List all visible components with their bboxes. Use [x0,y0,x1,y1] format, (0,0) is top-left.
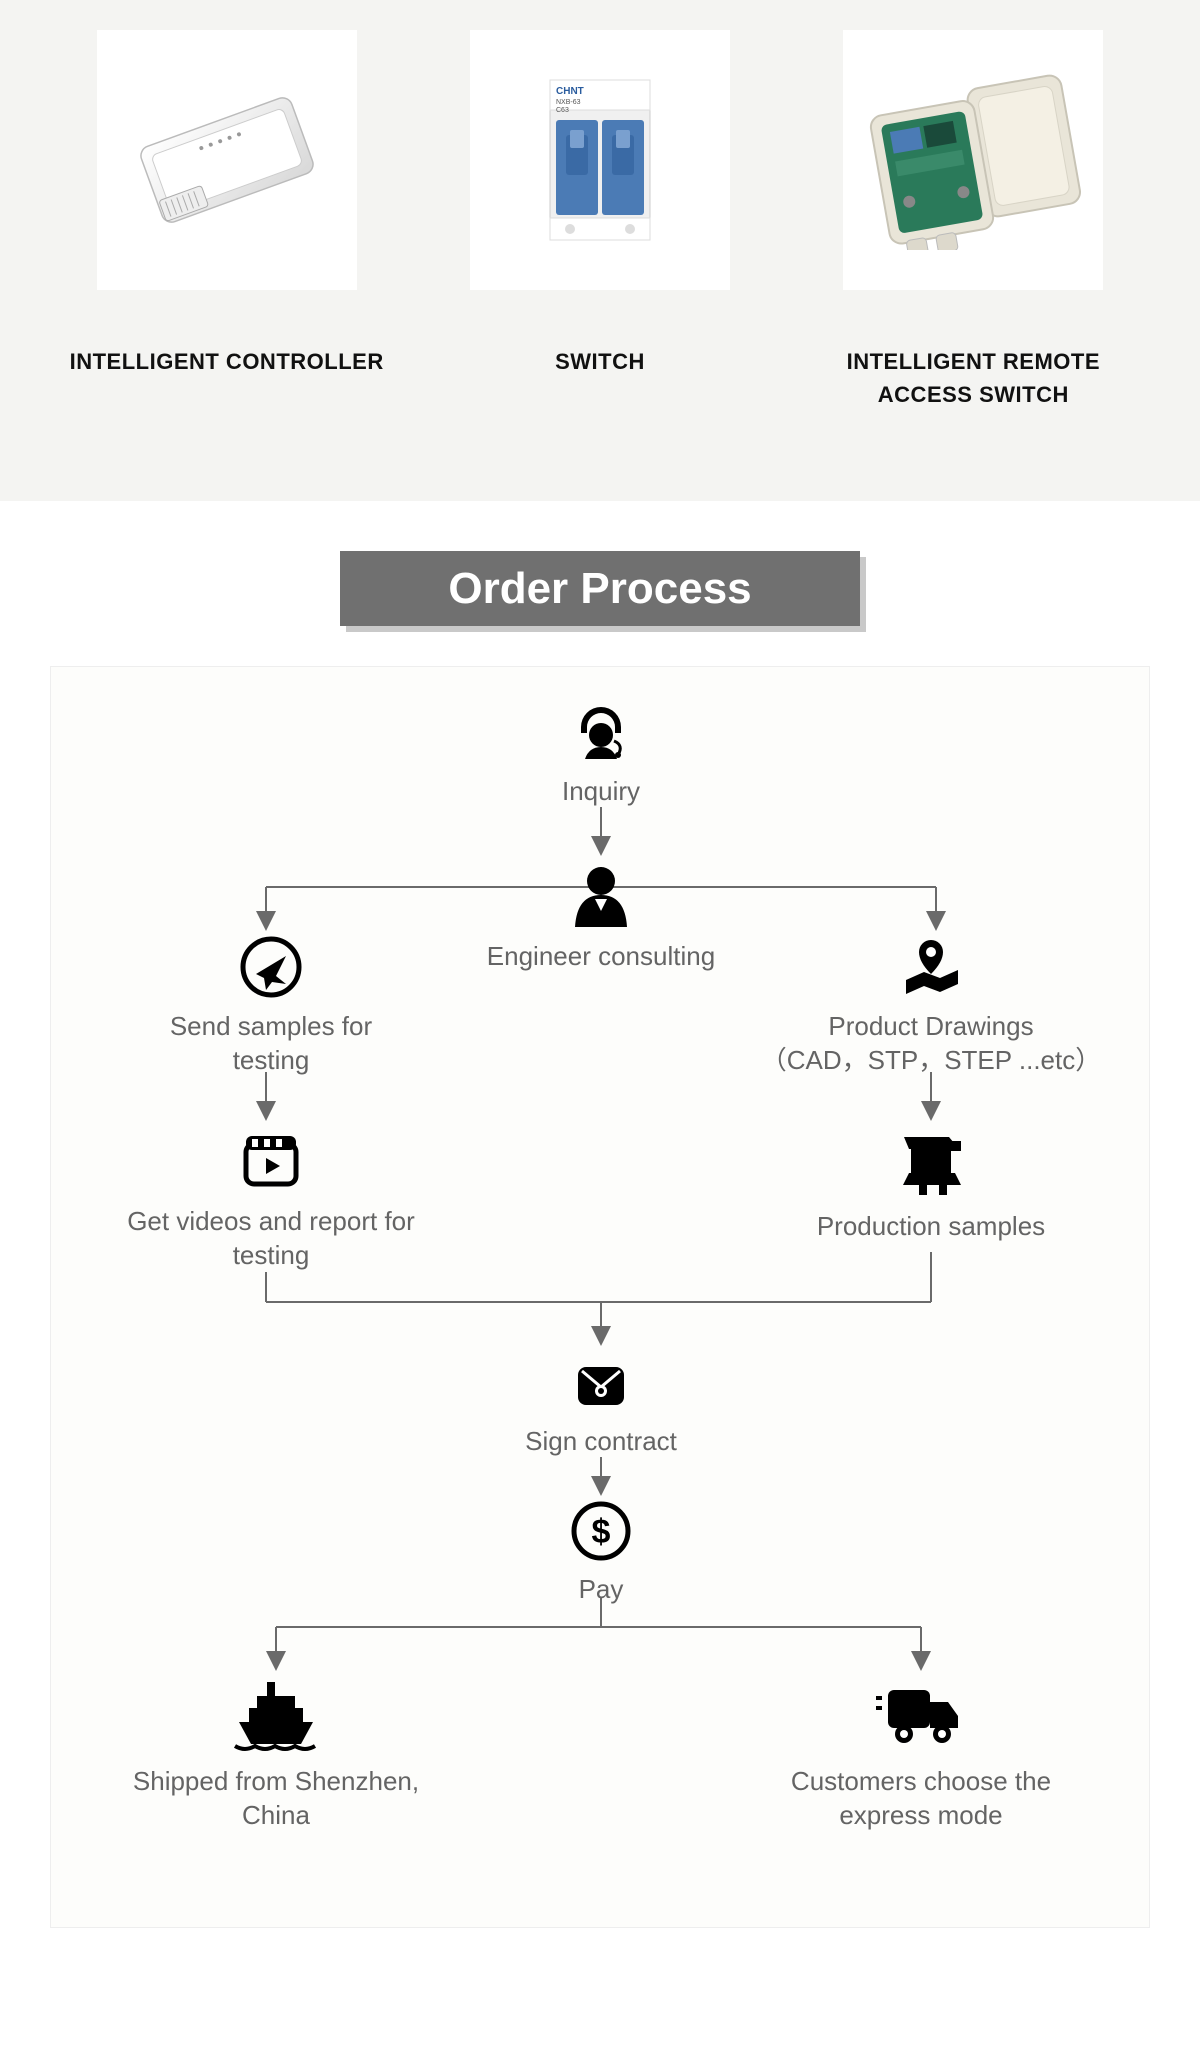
product-card-controller: INTELLIGENT CONTROLLER [60,30,393,411]
flow-label: Product Drawings [721,1010,1141,1044]
truck-icon [876,1672,966,1757]
dollar-icon: $ [567,1497,635,1565]
product-card-remote: INTELLIGENT REMOTE ACCESS SWITCH [807,30,1140,411]
flow-label: Get videos and report for testing [127,1206,415,1270]
flow-node-production: Production samples [791,1117,1071,1244]
switch-icon: CHNT NXB-63 C63 [520,60,680,260]
flow-label: Pay [579,1574,624,1604]
section-title: Order Process [340,551,860,626]
flow-label: Inquiry [562,776,640,806]
product-image-switch: CHNT NXB-63 C63 [470,30,730,290]
flow-label-sub: （CAD，STP，STEP ...etc） [721,1044,1141,1078]
controller-icon [117,80,337,240]
flow-node-sign: Sign contract [481,1347,721,1459]
flow-node-samples: Send samples for testing [131,932,411,1078]
svg-text:$: $ [592,1513,611,1551]
map-pin-icon [896,932,966,1002]
remote-switch-icon [858,70,1088,250]
products-row: INTELLIGENT CONTROLLER CHNT NXB-63 C63 S… [0,0,1200,501]
svg-text:CHNT: CHNT [556,86,584,97]
envelope-icon [566,1347,636,1417]
video-icon [234,1122,309,1197]
plane-icon [236,932,306,1002]
flow-node-pay: $ Pay [511,1497,691,1607]
person-icon [564,857,639,932]
flow-label: Engineer consulting [487,941,715,971]
flow-label: Shipped from Shenzhen, China [133,1766,419,1830]
product-card-switch: CHNT NXB-63 C63 SWITCH [433,30,766,411]
flow-label: Sign contract [525,1426,677,1456]
machine-icon [889,1117,974,1202]
flowchart: Inquiry Engineer consulting Send samples… [50,666,1150,1928]
product-label: SWITCH [555,345,645,378]
ship-icon [229,1672,324,1757]
svg-text:NXB-63: NXB-63 [556,99,581,106]
product-label: INTELLIGENT REMOTE ACCESS SWITCH [807,345,1140,411]
flow-node-inquiry: Inquiry [501,697,701,809]
flow-node-express: Customers choose the express mode [751,1672,1091,1833]
product-image-remote [843,30,1103,290]
flow-label: Customers choose the express mode [791,1766,1051,1830]
flow-label: Production samples [817,1211,1045,1241]
product-image-controller [97,30,357,290]
svg-text:C63: C63 [556,107,569,114]
headset-icon [566,697,636,767]
product-label: INTELLIGENT CONTROLLER [70,345,384,378]
flow-node-drawings: Product Drawings （CAD，STP，STEP ...etc） [721,932,1141,1078]
flow-node-shipped: Shipped from Shenzhen, China [111,1672,441,1833]
flow-label: Send samples for testing [170,1011,372,1075]
flow-node-engineer: Engineer consulting [451,857,751,974]
flow-node-videos: Get videos and report for testing [121,1122,421,1273]
